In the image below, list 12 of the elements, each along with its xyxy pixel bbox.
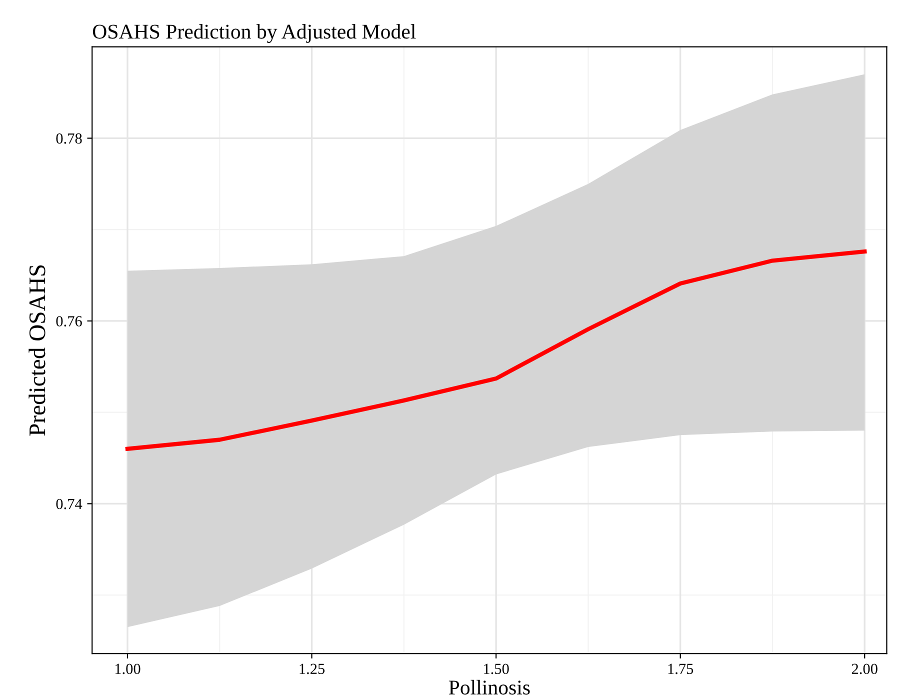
x-tick-label: 1.50 [484, 664, 509, 674]
y-tick-label: 0.76 [56, 316, 82, 326]
y-axis-title: Predicted OSAHS [28, 265, 46, 436]
x-tick-label: 1.25 [300, 664, 325, 674]
x-tick-label: 1.75 [668, 664, 694, 674]
y-tick-label: 0.74 [56, 498, 82, 510]
x-tick-label: 2.00 [852, 664, 878, 674]
x-tick-label: 1.00 [115, 664, 140, 674]
y-tick-label: 0.78 [56, 133, 82, 144]
line-series [125, 249, 867, 451]
chart-title: OSAHS Prediction by Adjusted Model [92, 24, 416, 43]
x-axis-title: Pollinosis [448, 680, 530, 695]
